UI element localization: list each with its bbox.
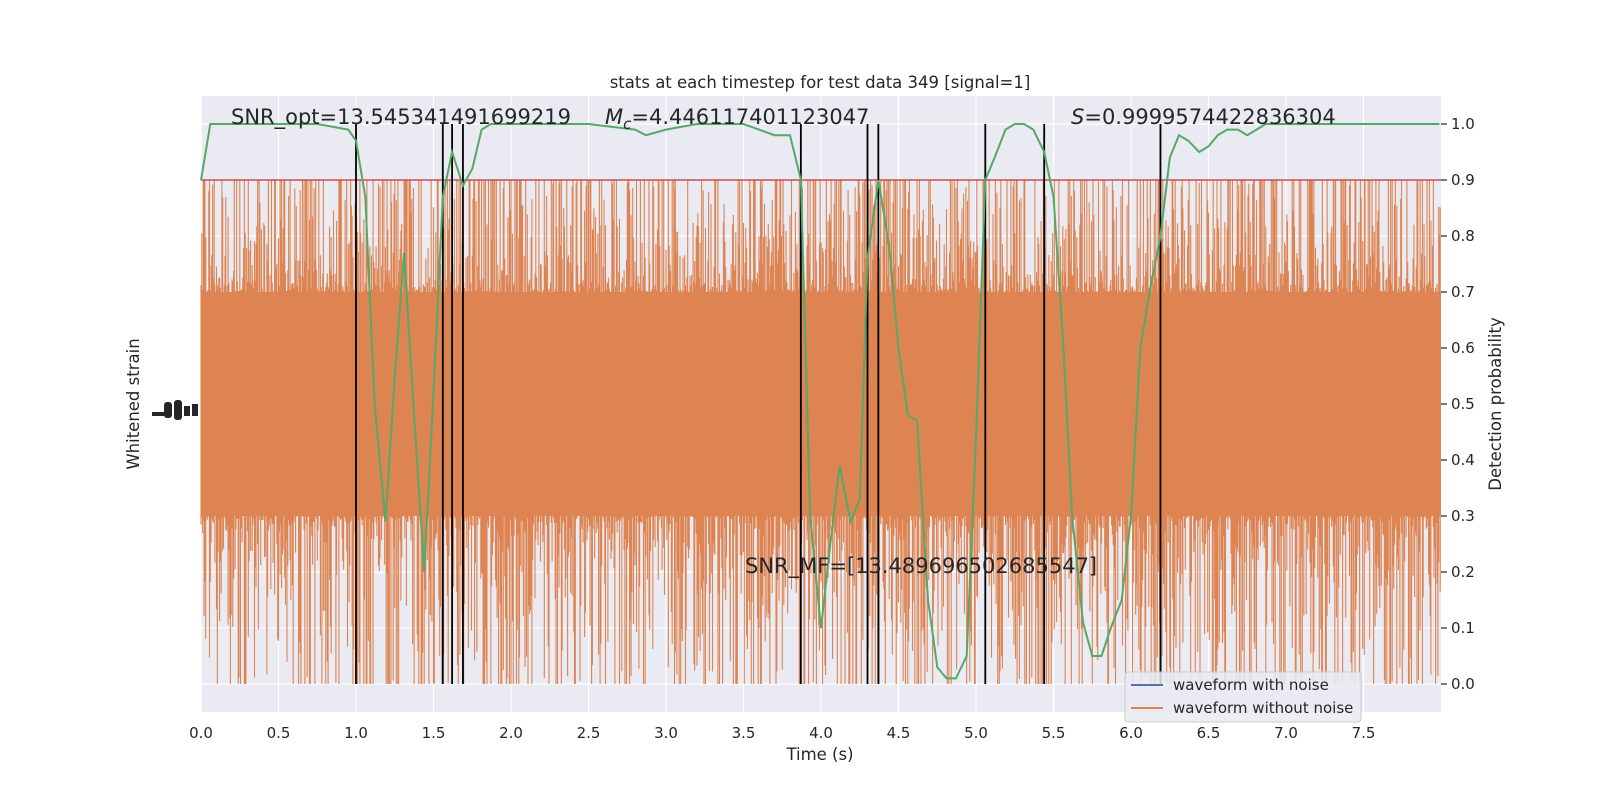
y-tick-label: 0.1	[1451, 619, 1475, 637]
probability-line	[200, 123, 1440, 680]
x-tick-label: 2.0	[499, 724, 523, 742]
x-tick-label: 3.0	[654, 724, 678, 742]
x-tick-label: 4.0	[809, 724, 833, 742]
chirp-mass-value: =4.446117401123047	[631, 105, 869, 129]
x-tick-label: 5.0	[964, 724, 988, 742]
x-axis-label: Time (s)	[785, 745, 853, 764]
y-tick-label: 0.3	[1451, 507, 1475, 525]
chirp-mass-subscript: c	[623, 115, 632, 133]
x-tick-label: 3.5	[732, 724, 756, 742]
snr-opt-annotation: SNR_opt=13.545341491699219	[231, 105, 571, 130]
y-axis-label-left: Whitened strain	[124, 338, 143, 469]
y-tick-labels: 0.0 0.1 0.2 0.3 0.4 0.5 0.6 0.7 0.8 0.9 1.0	[1441, 115, 1475, 693]
legend: waveform with noise waveform without noi…	[1124, 671, 1362, 723]
y-tick-label: 0.2	[1451, 563, 1475, 581]
x-tick-label: 1.0	[344, 724, 368, 742]
legend-label-with-noise: waveform with noise	[1173, 676, 1329, 694]
x-tick-label: 6.0	[1119, 724, 1143, 742]
y-tick-label: 0.6	[1451, 339, 1475, 357]
y-tick-label: 0.4	[1451, 451, 1475, 469]
strain-series	[200, 180, 1441, 684]
probability-series	[200, 123, 1440, 680]
x-tick-label: 1.5	[422, 724, 446, 742]
x-tick-label: 6.5	[1197, 724, 1221, 742]
x-tick-label: 7.0	[1274, 724, 1298, 742]
y-axis-label-right: Detection probability	[1486, 317, 1505, 491]
chirp-mass-annotation: Mc=4.446117401123047	[605, 105, 869, 133]
y-tick-label: 0.7	[1451, 283, 1475, 301]
x-tick-label: 2.5	[577, 724, 601, 742]
left-axis-overlapping-ticks	[152, 400, 198, 420]
chart-title: stats at each timestep for test data 349…	[610, 73, 1031, 92]
x-tick-label: 0.0	[189, 724, 213, 742]
legend-box	[1124, 671, 1362, 723]
x-tick-label: 0.5	[267, 724, 291, 742]
s-symbol: S	[1071, 105, 1084, 129]
legend-label-without-noise: waveform without noise	[1173, 699, 1353, 717]
y-tick-label: 0.0	[1451, 675, 1475, 693]
vertical-markers	[355, 124, 1162, 684]
x-tick-labels: 0.0 0.5 1.0 1.5 2.0 2.5 3.0 3.5 4.0 4.5 5.0 5.5 6.0 6…	[189, 724, 1375, 742]
snr-mf-annotation: SNR_MF=[13.489696502685547]	[745, 554, 1097, 579]
x-tick-label: 4.5	[887, 724, 911, 742]
x-tick-label: 5.5	[1042, 724, 1066, 742]
x-tick-label: 7.5	[1352, 724, 1376, 742]
y-tick-label: 0.9	[1451, 171, 1475, 189]
chirp-mass-symbol: M	[605, 105, 623, 129]
s-value: =0.9999574422836304	[1084, 105, 1335, 129]
y-tick-label: 0.8	[1451, 227, 1475, 245]
y-tick-label: 1.0	[1451, 115, 1475, 133]
s-annotation: S=0.9999574422836304	[1071, 105, 1336, 129]
strain-spikes	[200, 180, 1441, 684]
y-tick-label: 0.5	[1451, 395, 1475, 413]
